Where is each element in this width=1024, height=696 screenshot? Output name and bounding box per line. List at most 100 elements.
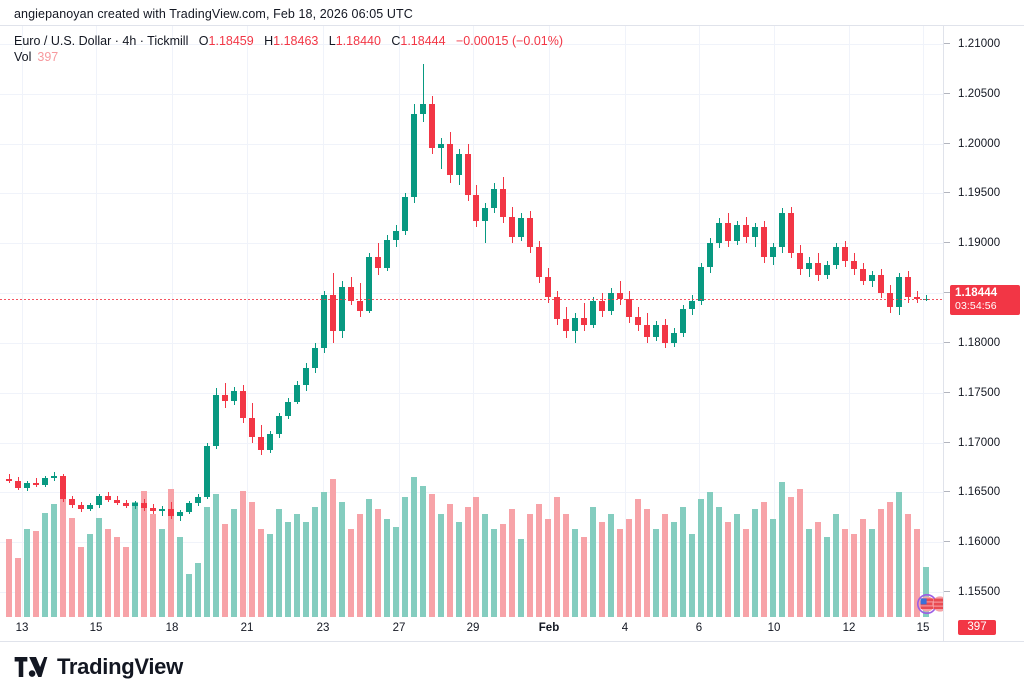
tradingview-logo[interactable]: TradingView [14, 656, 183, 678]
volume-bar [581, 537, 587, 617]
candle-body [698, 267, 704, 302]
candle-body [770, 247, 776, 258]
attribution-text: angiepanoyan created with TradingView.co… [14, 7, 413, 21]
grid-line-vertical [96, 26, 97, 617]
volume-bar [527, 514, 533, 617]
volume-bar [860, 519, 866, 617]
volume-bar [294, 514, 300, 617]
volume-bar [608, 514, 614, 617]
time-axis-tick: 21 [240, 622, 254, 634]
footer: TradingView [0, 642, 1024, 696]
candle-body [797, 253, 803, 270]
volume-bar [402, 497, 408, 617]
grid-line-vertical [473, 26, 474, 617]
volume-bar [312, 507, 318, 617]
time-axis-tick: 6 [695, 622, 703, 634]
volume-bar [366, 499, 372, 617]
volume-bar [150, 514, 156, 617]
volume-bar [797, 489, 803, 617]
volume-bar [815, 522, 821, 617]
candle-body [788, 213, 794, 254]
volume-bar [267, 534, 273, 617]
candle-body [366, 257, 372, 312]
volume-bar [69, 518, 75, 617]
candle-body [743, 225, 749, 238]
price-axis-tick: 1.20000 [944, 137, 1024, 151]
volume-bar [842, 529, 848, 617]
time-axis-tick: 29 [466, 622, 480, 634]
volume-bar [33, 531, 39, 617]
grid-line-vertical [247, 26, 248, 617]
volume-bar [869, 529, 875, 617]
candle-body [402, 197, 408, 232]
candle-body [24, 483, 30, 489]
candle-body [500, 189, 506, 218]
candle-wick [36, 478, 37, 488]
volume-bar [599, 522, 605, 617]
volume-bar [482, 514, 488, 617]
time-axis-tick: 4 [621, 622, 629, 634]
time-axis-tick: Feb [538, 622, 560, 634]
price-axis[interactable]: 1.18444 03:54:56 397 1.21000 1.20500 1.200… [944, 26, 1024, 642]
grid-line-horizontal [0, 144, 943, 145]
volume-bar [348, 529, 354, 617]
grid-line-vertical [399, 26, 400, 617]
volume-bar [545, 519, 551, 617]
candle-body [815, 263, 821, 276]
candle-body [339, 287, 345, 331]
volume-bar [42, 513, 48, 617]
candle-body [671, 332, 677, 343]
volume-bar [626, 519, 632, 617]
candle-body [420, 103, 426, 114]
time-axis-tick: 13 [15, 622, 29, 634]
chart-pane[interactable] [0, 26, 944, 617]
candle-body [105, 496, 111, 501]
candle-body [33, 483, 39, 486]
volume-bar [779, 482, 785, 617]
candle-body [303, 367, 309, 385]
volume-bar [716, 507, 722, 617]
candle-body [51, 476, 57, 479]
candle-body [851, 261, 857, 270]
volume-bar [123, 547, 129, 617]
time-axis[interactable]: 13 15 18 21 23 27 29 Feb 4 6 10 12 15 [0, 617, 944, 642]
volume-bar [725, 522, 731, 617]
time-axis-tick: 15 [89, 622, 103, 634]
candle-body [213, 394, 219, 446]
volume-bar [321, 492, 327, 617]
volume-bar [447, 504, 453, 617]
candle-body [707, 243, 713, 268]
chart-frame: Euro / U.S. Dollar · 4h · Tickmill O1.18… [0, 25, 1024, 642]
volume-bar [518, 539, 524, 617]
candle-body [357, 301, 363, 312]
volume-bar [914, 529, 920, 617]
volume-bar [114, 537, 120, 617]
volume-bar [456, 522, 462, 617]
candle-wick [9, 474, 10, 484]
candle-body [465, 153, 471, 196]
price-axis-tick: 1.18000 [944, 336, 1024, 350]
volume-bar [51, 504, 57, 617]
candle-body [6, 479, 12, 482]
candle-body [267, 433, 273, 450]
candle-body [545, 277, 551, 298]
volume-bar [851, 534, 857, 617]
candle-body [779, 213, 785, 248]
price-axis-tick: 1.20500 [944, 87, 1024, 101]
candle-wick [423, 63, 424, 122]
candle-body [761, 227, 767, 258]
grid-line-horizontal [0, 542, 943, 543]
price-axis-tick: 1.17500 [944, 386, 1024, 400]
volume-bar [806, 529, 812, 617]
currency-flags-icon[interactable] [914, 593, 943, 617]
candle-body [662, 324, 668, 343]
volume-bar [662, 514, 668, 617]
candle-body [330, 295, 336, 331]
candle-body [195, 497, 201, 504]
grid-line-vertical [774, 26, 775, 617]
grid-line-vertical [849, 26, 850, 617]
volume-bar [878, 509, 884, 617]
volume-bar [276, 509, 282, 617]
volume-bar [491, 529, 497, 617]
price-axis-tick: 1.21000 [944, 37, 1024, 51]
